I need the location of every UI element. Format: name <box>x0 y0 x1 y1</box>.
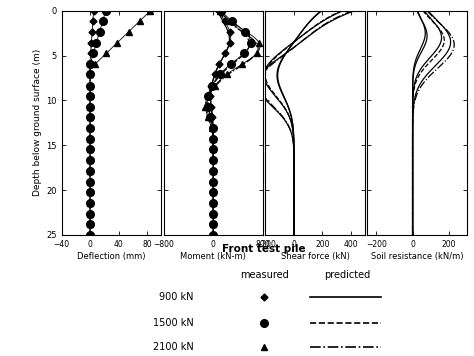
X-axis label: Soil resistance (kN/m): Soil resistance (kN/m) <box>371 252 464 261</box>
Text: Front test pile: Front test pile <box>222 244 306 254</box>
Text: 900 kN: 900 kN <box>159 292 193 302</box>
X-axis label: Shear force (kN): Shear force (kN) <box>281 252 350 261</box>
Text: 1500 kN: 1500 kN <box>153 318 193 328</box>
Text: predicted: predicted <box>325 270 371 280</box>
X-axis label: Moment (kN-m): Moment (kN-m) <box>181 252 246 261</box>
X-axis label: Deflection (mm): Deflection (mm) <box>77 252 146 261</box>
Y-axis label: Depth below ground surface (m): Depth below ground surface (m) <box>33 49 42 197</box>
Text: 2100 kN: 2100 kN <box>153 342 193 352</box>
Text: measured: measured <box>240 270 289 280</box>
